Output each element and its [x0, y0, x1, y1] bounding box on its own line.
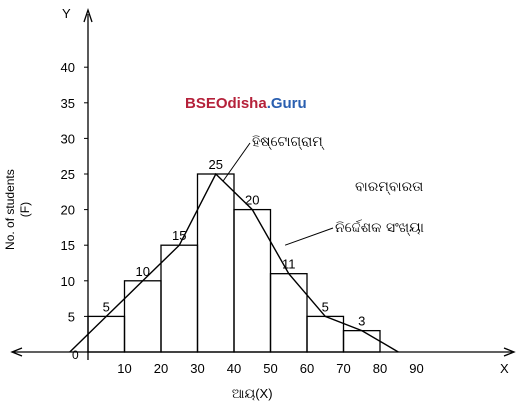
histogram-bar	[87, 315, 126, 353]
x-tick-label: 10	[117, 361, 131, 376]
bar-value-label: 11	[282, 257, 296, 272]
histogram-bar	[342, 329, 381, 353]
x-axis-arrow-left	[10, 347, 23, 357]
y-tick-label: 25	[61, 167, 75, 182]
origin-label: 0	[72, 348, 79, 362]
y-tick-label: 20	[61, 203, 75, 218]
x-tick-label: 50	[263, 361, 277, 376]
y-axis-title-line1: No. of students	[3, 169, 17, 250]
y-tick-label: 10	[61, 274, 75, 289]
bar-value-label: 5	[322, 299, 329, 314]
histogram-bar	[160, 244, 199, 353]
x-tick-label: 20	[154, 361, 168, 376]
watermark-part2: .Guru	[266, 95, 307, 112]
bar-value-label: 3	[358, 314, 365, 329]
y-tick-label: 5	[68, 309, 75, 324]
watermark: BSEOdisha.Guru	[185, 95, 307, 112]
x-axis-arrow-right	[503, 347, 516, 357]
annotation-polygon-pointer	[284, 227, 334, 246]
y-axis-title-line2: (F)	[18, 202, 32, 217]
x-tick-label: 90	[409, 361, 423, 376]
x-tick-label: 40	[227, 361, 241, 376]
bar-value-label: 15	[172, 228, 186, 243]
histogram-bar	[123, 280, 162, 353]
x-axis-title: ଆୟ(X)	[232, 386, 273, 401]
annotation-polygon-label-line1: ବାରମ୍ବାରତା	[355, 179, 423, 195]
bar-value-label: 10	[136, 264, 150, 279]
histogram-bar	[269, 273, 308, 353]
y-tick-label: 15	[61, 238, 75, 253]
x-tick-label: 30	[190, 361, 204, 376]
watermark-part1: BSEOdisha	[185, 95, 267, 112]
bar-value-label: 25	[209, 157, 223, 172]
x-axis-letter: X	[500, 361, 509, 376]
x-tick-label: 80	[373, 361, 387, 376]
y-tick-label: 30	[61, 131, 75, 146]
histogram-bar	[196, 173, 235, 353]
annotation-histogram-pointer	[222, 142, 251, 182]
y-tick-label: 40	[61, 60, 75, 75]
bar-value-label: 20	[245, 193, 259, 208]
y-axis-arrow	[83, 7, 93, 23]
y-tick-label: 35	[61, 96, 75, 111]
y-axis-letter: Y	[62, 6, 71, 21]
annotation-histogram-label: ହିଷ୍ଟୋଗ୍ରାମ୍	[252, 134, 325, 150]
bar-value-label: 5	[103, 299, 110, 314]
x-tick-label: 70	[336, 361, 350, 376]
annotation-polygon-label-line2: ନିର୍ଦ୍ଦେଶକ ସଂଖ୍ୟା	[335, 219, 424, 236]
frequency-polygon	[69, 172, 399, 353]
x-tick-label: 60	[300, 361, 314, 376]
